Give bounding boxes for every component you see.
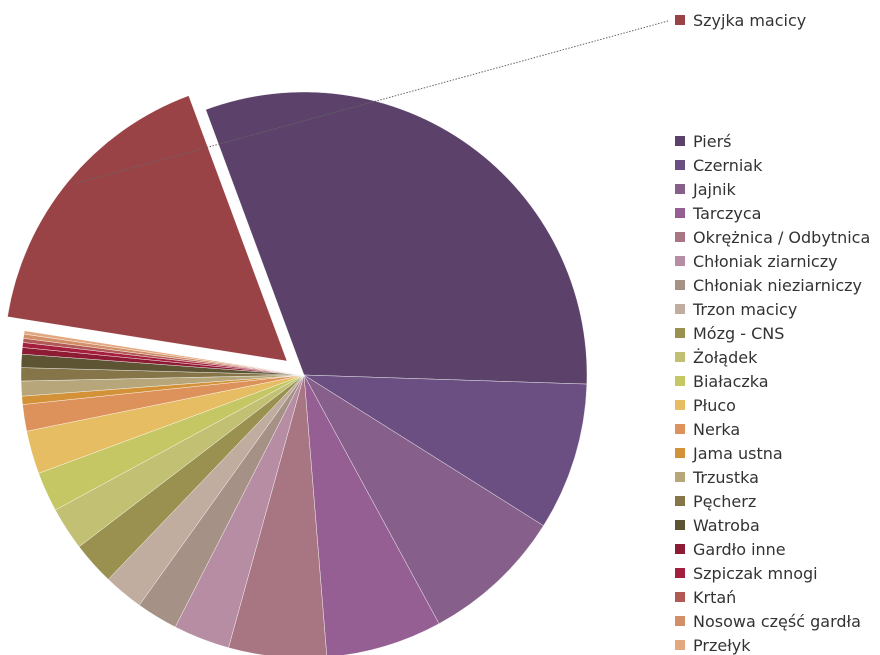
legend-label: Chłoniak nieziarniczy bbox=[693, 276, 862, 295]
legend-swatch bbox=[675, 208, 685, 218]
legend-swatch bbox=[675, 328, 685, 338]
legend-label: Gardło inne bbox=[693, 540, 786, 559]
legend-label: Jajnik bbox=[692, 180, 737, 199]
legend-item-czerniak: Czerniak bbox=[675, 156, 763, 175]
pie-slice-piers bbox=[205, 91, 588, 385]
pie-slice-szyjka-macicy bbox=[7, 95, 288, 362]
legend-item-mozg-cns: Mózg - CNS bbox=[675, 324, 784, 343]
legend-label: Nosowa część gardła bbox=[693, 612, 861, 631]
legend-swatch bbox=[675, 448, 685, 458]
pie-slice-czerniak bbox=[303, 374, 588, 527]
legend-swatch bbox=[675, 424, 685, 434]
legend-swatch bbox=[675, 256, 685, 266]
legend-label: Pierś bbox=[693, 132, 732, 151]
legend-swatch bbox=[675, 640, 685, 650]
legend-label: Białaczka bbox=[693, 372, 769, 391]
legend-item-tarczyca: Tarczyca bbox=[675, 204, 761, 223]
legend-item-pecherz: Pęcherz bbox=[675, 492, 756, 511]
legend-label: Płuco bbox=[693, 396, 736, 415]
legend-swatch bbox=[675, 520, 685, 530]
legend-label: Trzustka bbox=[692, 468, 759, 487]
legend-swatch bbox=[675, 472, 685, 482]
legend-swatch bbox=[675, 280, 685, 290]
legend-label: Tarczyca bbox=[692, 204, 761, 223]
legend-item-zoladek: Żołądek bbox=[675, 348, 758, 367]
legend-item-chloniak-nieziarniczy: Chłoniak nieziarniczy bbox=[675, 276, 862, 295]
legend-item-nerka: Nerka bbox=[675, 420, 740, 439]
legend-swatch bbox=[675, 544, 685, 554]
legend-swatch bbox=[675, 400, 685, 410]
callout: Szyjka macicy bbox=[76, 11, 806, 184]
legend-swatch bbox=[675, 352, 685, 362]
legend-label: Czerniak bbox=[693, 156, 763, 175]
callout-leader-line bbox=[76, 20, 669, 184]
legend-label: Trzon macicy bbox=[692, 300, 797, 319]
legend-swatch bbox=[675, 376, 685, 386]
legend-label: Jama ustna bbox=[692, 444, 783, 463]
legend-item-watroba: Watroba bbox=[675, 516, 760, 535]
pie-slice-tarczyca bbox=[303, 374, 440, 655]
legend: Pierś Czerniak Jajnik Tarczyca Okrężnica / O… bbox=[675, 132, 870, 655]
legend-item-nosowa-czesc-gardla: Nosowa część gardła bbox=[675, 612, 861, 631]
callout-swatch bbox=[675, 15, 685, 25]
legend-label: Pęcherz bbox=[693, 492, 756, 511]
pie-slices bbox=[7, 91, 588, 655]
legend-item-trzon-macicy: Trzon macicy bbox=[675, 300, 797, 319]
legend-label: Żołądek bbox=[693, 348, 758, 367]
legend-item-trzustka: Trzustka bbox=[675, 468, 759, 487]
legend-label: Chłoniak ziarniczy bbox=[693, 252, 838, 271]
legend-swatch bbox=[675, 232, 685, 242]
legend-item-gardlo-inne: Gardło inne bbox=[675, 540, 786, 559]
legend-swatch bbox=[675, 304, 685, 314]
legend-item-jajnik: Jajnik bbox=[675, 180, 737, 199]
legend-item-piers: Pierś bbox=[675, 132, 732, 151]
legend-label: Przełyk bbox=[693, 636, 751, 655]
legend-item-jama-ustna: Jama ustna bbox=[675, 444, 783, 463]
legend-label: Okrężnica / Odbytnica bbox=[693, 228, 870, 247]
legend-item-szpiczak-mnogi: Szpiczak mnogi bbox=[675, 564, 818, 583]
legend-label: Krtań bbox=[693, 588, 736, 607]
callout-label: Szyjka macicy bbox=[693, 11, 806, 30]
legend-item-pluco: Płuco bbox=[675, 396, 736, 415]
legend-item-krtan: Krtań bbox=[675, 588, 736, 607]
legend-item-okreznica-odbytnica: Okrężnica / Odbytnica bbox=[675, 228, 870, 247]
legend-swatch bbox=[675, 184, 685, 194]
legend-swatch bbox=[675, 496, 685, 506]
legend-swatch bbox=[675, 568, 685, 578]
legend-item-chloniak-ziarniczy: Chłoniak ziarniczy bbox=[675, 252, 838, 271]
legend-item-bialaczka: Białaczka bbox=[675, 372, 769, 391]
legend-item-przelyk: Przełyk bbox=[675, 636, 751, 655]
legend-label: Szpiczak mnogi bbox=[693, 564, 818, 583]
legend-swatch bbox=[675, 136, 685, 146]
legend-swatch bbox=[675, 616, 685, 626]
legend-label: Nerka bbox=[693, 420, 740, 439]
pie-slice-jajnik bbox=[303, 374, 544, 624]
pie-slice-przelyk bbox=[23, 330, 305, 376]
legend-label: Watroba bbox=[693, 516, 760, 535]
legend-swatch bbox=[675, 160, 685, 170]
legend-label: Mózg - CNS bbox=[693, 324, 784, 343]
legend-swatch bbox=[675, 592, 685, 602]
